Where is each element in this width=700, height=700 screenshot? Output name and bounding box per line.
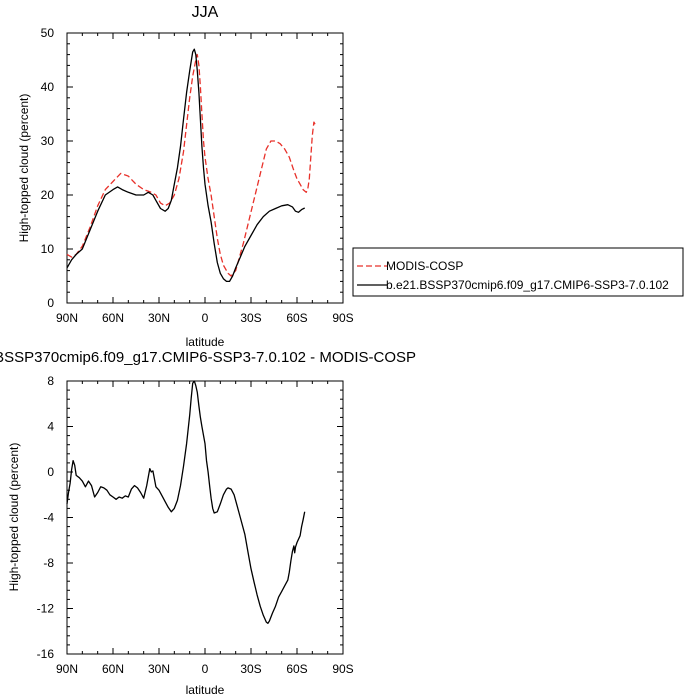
series-line-b-e21-bssp370cmip6-f09-g17-cmip6-ssp3-7-0-102 xyxy=(66,48,305,283)
y-tick-label: 20 xyxy=(41,188,55,202)
legend-label-modis-cosp: MODIS-COSP xyxy=(386,259,463,273)
legend-box xyxy=(352,247,684,297)
y-tick-label: -16 xyxy=(37,647,55,661)
x-tick-label: 0 xyxy=(202,311,209,325)
x-tick-label: 60N xyxy=(102,311,124,325)
series-line-modis-cosp xyxy=(66,53,316,277)
tick-labels: 90N 60N 30N 0 30S 60S 90S -16 -12 -8 -4 0 4 8 xyxy=(37,374,354,676)
plot-frame xyxy=(66,380,344,655)
y-tick-label: -8 xyxy=(43,556,54,570)
y-tick-label: 10 xyxy=(41,242,55,256)
y-axis-label: High-topped cloud (percent) xyxy=(7,443,21,592)
x-tick-label: 90S xyxy=(332,662,353,676)
y-tick-label: 40 xyxy=(41,80,55,94)
series-lines xyxy=(66,380,306,624)
y-tick-label: 0 xyxy=(47,465,54,479)
y-tick-label: 0 xyxy=(47,296,54,310)
ticks xyxy=(66,32,344,304)
series-lines xyxy=(66,48,316,283)
panel-top-jja: JJA 90N 60N 30N 0 30S 60S 90S 0 10 20 30 40 50 latit… xyxy=(17,4,354,349)
y-tick-label: 30 xyxy=(41,134,55,148)
panel-bottom-difference: .BSSP370cmip6.f09_g17.CMIP6-SSP3-7.0.102… xyxy=(0,349,416,697)
y-axis-label: High-topped cloud (percent) xyxy=(17,94,31,243)
x-tick-label: 90S xyxy=(332,311,353,325)
x-tick-label: 30N xyxy=(148,662,170,676)
x-tick-label: 90N xyxy=(56,311,78,325)
x-tick-label: 30S xyxy=(240,662,261,676)
x-tick-label: 60S xyxy=(286,662,307,676)
series-line-difference xyxy=(66,380,306,624)
legend-label-model: b.e21.BSSP370cmip6.f09_g17.CMIP6-SSP3-7.… xyxy=(386,278,669,292)
chart-title: .BSSP370cmip6.f09_g17.CMIP6-SSP3-7.0.102… xyxy=(0,349,416,366)
y-tick-label: 4 xyxy=(47,420,54,434)
y-tick-label: 50 xyxy=(41,26,55,40)
x-tick-label: 0 xyxy=(202,662,209,676)
y-tick-label: 8 xyxy=(47,374,54,388)
y-tick-label: -12 xyxy=(37,602,55,616)
ticks xyxy=(66,380,344,655)
y-tick-label: -4 xyxy=(43,511,54,525)
tick-labels: 90N 60N 30N 0 30S 60S 90S 0 10 20 30 40 50 xyxy=(41,26,354,325)
x-tick-label: 60N xyxy=(102,662,124,676)
legend: MODIS-COSP b.e21.BSSP370cmip6.f09_g17.CM… xyxy=(352,247,684,297)
x-axis-label: latitude xyxy=(186,335,225,349)
x-tick-label: 30N xyxy=(148,311,170,325)
x-axis-label: latitude xyxy=(186,683,225,697)
x-tick-label: 30S xyxy=(240,311,261,325)
chart-title: JJA xyxy=(192,4,219,21)
x-tick-label: 60S xyxy=(286,311,307,325)
plot-frame xyxy=(66,32,344,304)
x-tick-label: 90N xyxy=(56,662,78,676)
